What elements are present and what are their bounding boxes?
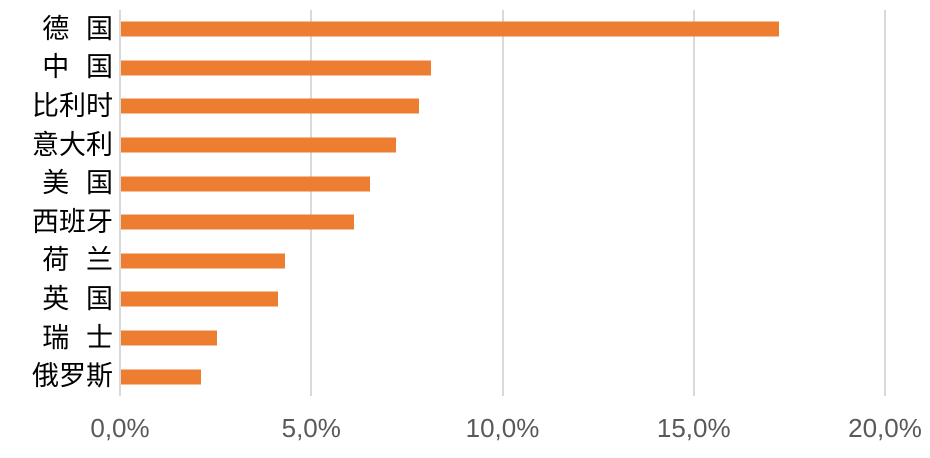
x-tick-label: 10,0% — [465, 413, 540, 443]
bar-row — [120, 280, 885, 319]
category-row: 荷兰 — [0, 242, 113, 281]
category-label: 西班牙 — [32, 206, 113, 238]
x-axis: 0,0% 5,0% 10,0% 15,0% 20,0% — [90, 408, 922, 448]
x-gridline — [692, 10, 695, 396]
category-label: 荷兰 — [42, 245, 130, 277]
y-axis-line — [119, 10, 121, 396]
category-row: 西班牙 — [0, 203, 113, 242]
bar-德国 — [121, 21, 779, 37]
category-label: 美国 — [42, 168, 130, 200]
bar-row — [120, 203, 885, 242]
plot-area — [119, 10, 886, 396]
bar-瑞士 — [121, 330, 217, 346]
bar-row — [120, 242, 885, 281]
category-row: 中国 — [0, 49, 113, 88]
bar-row — [120, 164, 885, 203]
bar-row — [120, 49, 885, 88]
bar-row — [120, 10, 885, 49]
bar-西班牙 — [121, 214, 355, 230]
category-label: 比利时 — [32, 90, 113, 122]
bar-英国 — [121, 291, 278, 307]
bar-比利时 — [121, 98, 420, 114]
category-label: 德国 — [42, 13, 130, 45]
category-row: 美国 — [0, 164, 113, 203]
category-label: 俄罗斯 — [32, 361, 113, 393]
category-row: 德国 — [0, 10, 113, 49]
x-tick-label: 5,0% — [281, 413, 341, 443]
x-tick-label: 0,0% — [90, 413, 150, 443]
bar-series — [120, 10, 885, 396]
category-axis: 德国 中国 比利时意大利 美国 西班牙荷兰 英国 瑞士 俄罗斯 — [0, 10, 113, 396]
bar-意大利 — [121, 137, 397, 153]
bar-row — [120, 87, 885, 126]
category-label: 英国 — [42, 283, 130, 315]
x-gridline — [501, 10, 504, 396]
bar-美国 — [121, 176, 370, 192]
category-label: 意大利 — [32, 129, 113, 161]
bar-中国 — [121, 60, 431, 76]
category-row: 瑞士 — [0, 319, 113, 358]
x-tick-label: 15,0% — [656, 413, 731, 443]
category-row: 比利时 — [0, 87, 113, 126]
x-tick-label: 20,0% — [848, 413, 922, 443]
category-row: 意大利 — [0, 126, 113, 165]
bar-row — [120, 319, 885, 358]
category-row: 俄罗斯 — [0, 357, 113, 396]
x-gridline — [310, 10, 313, 396]
category-label: 中国 — [42, 52, 130, 84]
category-row: 英国 — [0, 280, 113, 319]
bar-row — [120, 357, 885, 396]
bar-荷兰 — [121, 253, 286, 269]
bar-俄罗斯 — [121, 369, 202, 385]
x-gridline — [884, 10, 886, 396]
category-label: 瑞士 — [42, 322, 130, 354]
bar-row — [120, 126, 885, 165]
